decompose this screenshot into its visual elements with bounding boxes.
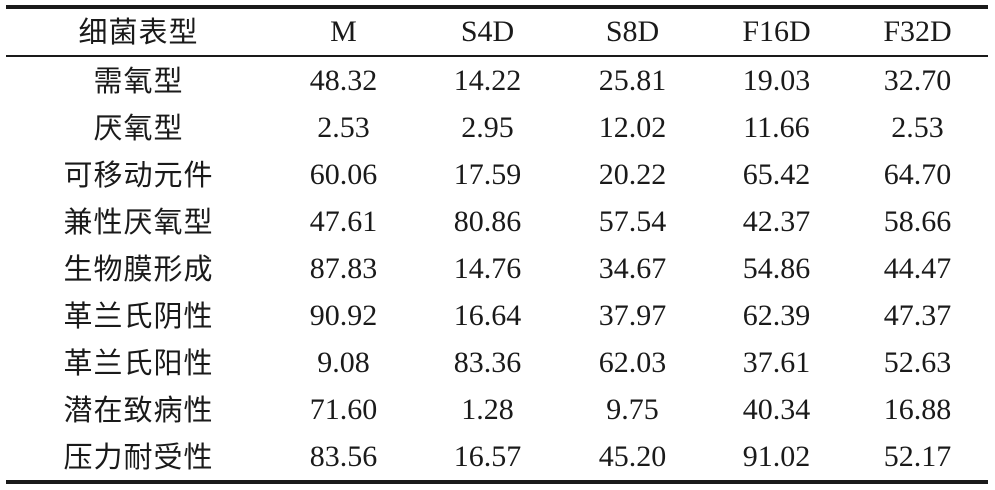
- cell-value: 52.17: [883, 439, 952, 473]
- header-m: M: [330, 15, 357, 48]
- cell-value: 90.92: [309, 298, 378, 332]
- row-label: 兼性厌氧型: [63, 204, 214, 239]
- cell-value: 17.59: [453, 157, 522, 191]
- header-phenotype: 细菌表型: [78, 15, 199, 49]
- cell-value: 16.88: [883, 392, 952, 426]
- cell-value: 16.64: [453, 298, 522, 332]
- row-label: 可移动元件: [63, 157, 214, 192]
- table-row: 兼性厌氧型 47.61 80.86 57.54 42.37 58.66: [6, 198, 988, 245]
- cell-value: 32.70: [883, 63, 952, 97]
- cell-value: 19.03: [742, 63, 811, 97]
- cell-value: 20.22: [598, 157, 667, 191]
- row-label: 潜在致病性: [63, 392, 214, 427]
- cell-value: 45.20: [598, 439, 667, 473]
- cell-value: 83.36: [453, 345, 522, 379]
- cell-value: 87.83: [309, 251, 378, 285]
- row-label: 压力耐受性: [63, 439, 214, 474]
- cell-value: 65.42: [742, 157, 811, 191]
- table-row: 潜在致病性 71.60 1.28 9.75 40.34 16.88: [6, 386, 988, 433]
- table-row: 生物膜形成 87.83 14.76 34.67 54.86 44.47: [6, 245, 988, 292]
- table-body: 需氧型 48.32 14.22 25.81 19.03 32.70 厌氧型 2.…: [6, 56, 988, 482]
- cell-value: 91.02: [742, 439, 811, 473]
- header-f32d: F32D: [883, 15, 952, 48]
- cell-value: 47.61: [309, 204, 378, 238]
- table-row: 压力耐受性 83.56 16.57 45.20 91.02 52.17: [6, 433, 988, 482]
- cell-value: 11.66: [743, 110, 810, 144]
- cell-value: 25.81: [598, 63, 667, 97]
- cell-value: 2.53: [891, 110, 944, 144]
- phenotype-table: 细菌表型 M S4D S8D F16D F32D 需氧型 48.32 14.22…: [6, 5, 988, 484]
- cell-value: 14.22: [453, 63, 522, 97]
- cell-value: 16.57: [453, 439, 522, 473]
- cell-value: 48.32: [309, 63, 378, 97]
- cell-value: 37.61: [742, 345, 811, 379]
- cell-value: 9.08: [317, 345, 370, 379]
- header-s8d: S8D: [605, 15, 660, 48]
- header-s4d: S4D: [460, 15, 515, 48]
- cell-value: 40.34: [742, 392, 811, 426]
- header-f16d: F16D: [742, 15, 811, 48]
- cell-value: 58.66: [883, 204, 952, 238]
- cell-value: 47.37: [883, 298, 952, 332]
- cell-value: 62.03: [598, 345, 667, 379]
- row-label: 厌氧型: [93, 110, 184, 145]
- header-row: 细菌表型 M S4D S8D F16D F32D: [6, 7, 988, 56]
- cell-value: 64.70: [883, 157, 952, 191]
- cell-value: 14.76: [453, 251, 522, 285]
- table-row: 革兰氏阳性 9.08 83.36 62.03 37.61 52.63: [6, 339, 988, 386]
- cell-value: 42.37: [742, 204, 811, 238]
- row-label: 生物膜形成: [63, 251, 214, 286]
- cell-value: 1.28: [461, 392, 514, 426]
- cell-value: 71.60: [309, 392, 378, 426]
- cell-value: 83.56: [309, 439, 378, 473]
- phenotype-table-container: 细菌表型 M S4D S8D F16D F32D 需氧型 48.32 14.22…: [6, 5, 988, 484]
- cell-value: 2.95: [461, 110, 514, 144]
- cell-value: 80.86: [453, 204, 522, 238]
- cell-value: 2.53: [317, 110, 370, 144]
- table-row: 可移动元件 60.06 17.59 20.22 65.42 64.70: [6, 151, 988, 198]
- table-row: 厌氧型 2.53 2.95 12.02 11.66 2.53: [6, 104, 988, 151]
- row-label: 革兰氏阴性: [63, 298, 214, 333]
- table-row: 革兰氏阴性 90.92 16.64 37.97 62.39 47.37: [6, 292, 988, 339]
- cell-value: 9.75: [606, 392, 659, 426]
- row-label: 需氧型: [93, 63, 184, 98]
- cell-value: 62.39: [742, 298, 811, 332]
- cell-value: 57.54: [598, 204, 667, 238]
- cell-value: 44.47: [883, 251, 952, 285]
- cell-value: 60.06: [309, 157, 378, 191]
- cell-value: 34.67: [598, 251, 667, 285]
- table-row: 需氧型 48.32 14.22 25.81 19.03 32.70: [6, 56, 988, 104]
- cell-value: 52.63: [883, 345, 952, 379]
- cell-value: 54.86: [742, 251, 811, 285]
- table-header: 细菌表型 M S4D S8D F16D F32D: [6, 7, 988, 56]
- row-label: 革兰氏阳性: [63, 345, 214, 380]
- cell-value: 37.97: [598, 298, 667, 332]
- cell-value: 12.02: [598, 110, 667, 144]
